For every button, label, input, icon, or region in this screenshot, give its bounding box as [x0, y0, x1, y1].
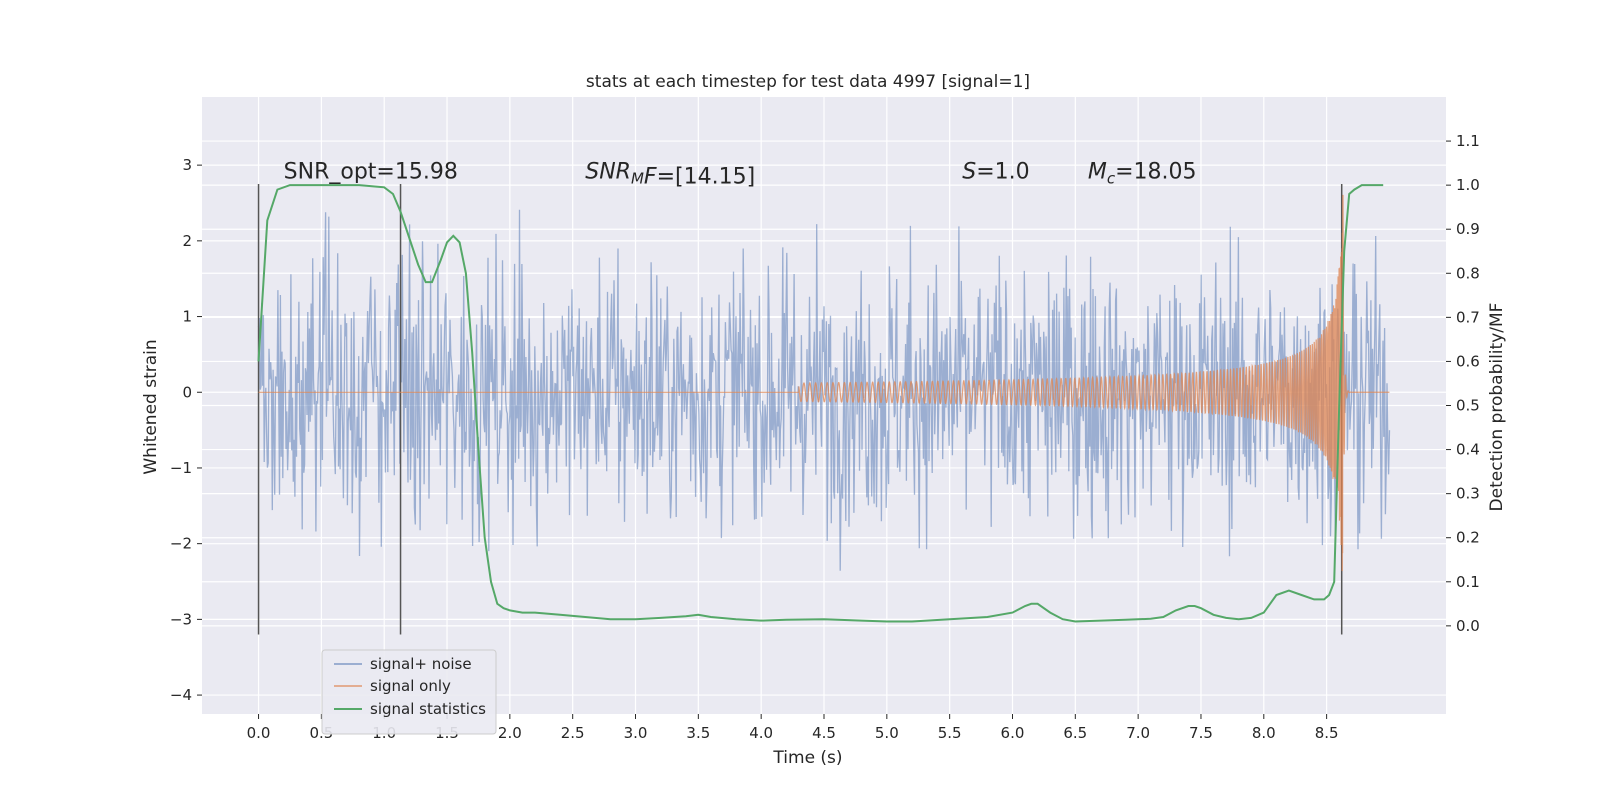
left-y-tick-label: −3 [170, 610, 192, 628]
left-y-tick-label: −4 [170, 686, 192, 704]
right-y-tick-label: 0.2 [1456, 529, 1480, 547]
x-tick-label: 8.0 [1252, 724, 1276, 742]
x-tick-label: 0.0 [247, 724, 271, 742]
x-tick-label: 5.0 [875, 724, 899, 742]
legend: signal+ noise signal only signal statist… [321, 649, 497, 735]
right-y-tick-label: 1.0 [1456, 176, 1480, 194]
annotation-text: SNRMF=[14.15] [585, 159, 755, 189]
legend-label-signal-only: signal only [370, 677, 451, 695]
right-y-tick-label: 0.5 [1456, 397, 1480, 415]
left-y-tick-label: −2 [170, 535, 192, 553]
right-y-tick-label: 0.4 [1456, 441, 1480, 459]
right-y-tick-label: 0.3 [1456, 485, 1480, 503]
x-tick-label: 7.5 [1189, 724, 1213, 742]
left-y-tick-label: 3 [182, 156, 192, 174]
x-tick-label: 3.5 [686, 724, 710, 742]
annotations: SNR_opt=15.98 SNRMF=[14.15] S=1.0 Mc=18.05 [284, 159, 1197, 189]
right-y-tick-label: 0.8 [1456, 264, 1480, 282]
x-tick-label: 5.5 [938, 724, 962, 742]
legend-box [321, 649, 497, 735]
x-tick-label: 2.0 [498, 724, 522, 742]
signal-only-series [258, 194, 1390, 572]
signal-statistics-series [257, 184, 1384, 623]
annotation-text: SNR_opt=15.98 [284, 159, 458, 184]
right-y-tick-label: 0.0 [1456, 617, 1480, 635]
x-tick-label: 8.5 [1315, 724, 1339, 742]
left-y-tick-label: 0 [182, 383, 192, 401]
right-y-axis-ticks: 1.1 1.0 0.9 0.8 0.7 0.6 0.5 0.4 0.3 0.2 0.1 0.0 [1446, 132, 1480, 635]
right-y-axis-label: Detection probability/MF [1487, 303, 1507, 512]
left-y-tick-label: 1 [182, 308, 192, 326]
left-y-axis-ticks: 3 2 1 0 −1 −2 −3 −4 [170, 156, 202, 704]
chart-title: stats at each timestep for test data 499… [586, 72, 1030, 92]
x-tick-label: 6.0 [1001, 724, 1025, 742]
x-tick-label: 3.0 [624, 724, 648, 742]
annotation-text: Mc=18.05 [1088, 159, 1197, 187]
right-y-tick-label: 0.6 [1456, 352, 1480, 370]
x-tick-label: 4.0 [749, 724, 773, 742]
right-y-tick-label: 0.7 [1456, 308, 1480, 326]
x-tick-label: 7.0 [1126, 724, 1150, 742]
right-y-tick-label: 0.9 [1456, 220, 1480, 238]
x-axis-label: Time (s) [772, 748, 842, 768]
legend-label-signal-statistics: signal statistics [370, 700, 486, 718]
noise-trace [257, 209, 1391, 571]
legend-label-signal-plus-noise: signal+ noise [370, 655, 472, 673]
x-tick-label: 4.5 [812, 724, 836, 742]
left-y-axis-label: Whitened strain [141, 339, 161, 474]
right-y-tick-label: 0.1 [1456, 573, 1480, 591]
right-y-tick-label: 1.1 [1456, 132, 1480, 150]
annotation-text: S=1.0 [962, 159, 1029, 184]
x-tick-label: 6.5 [1063, 724, 1087, 742]
left-y-tick-label: 2 [182, 232, 192, 250]
x-axis-ticks: 0.00.51.01.52.02.53.03.54.04.55.05.56.06… [247, 714, 1339, 742]
signal-plus-noise-series [257, 209, 1391, 571]
left-y-tick-label: −1 [170, 459, 192, 477]
x-tick-label: 2.5 [561, 724, 585, 742]
